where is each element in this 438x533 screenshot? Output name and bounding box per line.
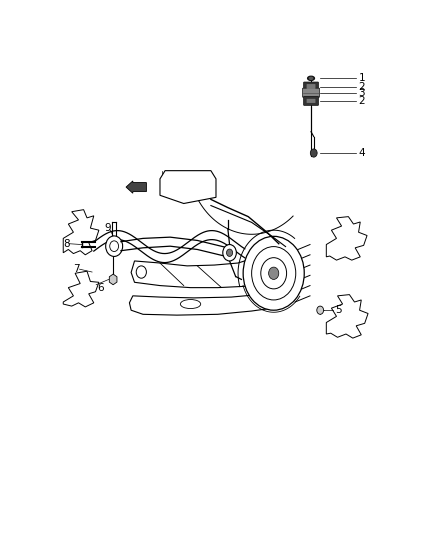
Circle shape xyxy=(223,245,237,261)
FancyBboxPatch shape xyxy=(303,88,320,97)
Text: 2: 2 xyxy=(359,96,365,106)
Circle shape xyxy=(311,149,317,157)
Text: 2: 2 xyxy=(359,82,365,92)
Circle shape xyxy=(106,236,123,256)
Text: 9: 9 xyxy=(104,223,111,233)
Polygon shape xyxy=(326,295,368,338)
Polygon shape xyxy=(63,271,99,307)
Text: 5: 5 xyxy=(335,305,342,315)
Polygon shape xyxy=(131,255,282,288)
Polygon shape xyxy=(63,209,99,255)
Circle shape xyxy=(317,306,324,314)
Text: 3: 3 xyxy=(359,88,365,98)
FancyBboxPatch shape xyxy=(304,96,318,106)
Text: 8: 8 xyxy=(63,239,70,249)
Circle shape xyxy=(261,257,286,289)
Polygon shape xyxy=(160,171,216,204)
FancyBboxPatch shape xyxy=(304,82,318,91)
Circle shape xyxy=(251,247,296,300)
Circle shape xyxy=(243,236,304,310)
Polygon shape xyxy=(130,292,279,315)
Text: 4: 4 xyxy=(359,148,365,158)
Circle shape xyxy=(110,241,119,252)
Circle shape xyxy=(136,266,146,278)
FancyBboxPatch shape xyxy=(307,99,315,103)
FancyBboxPatch shape xyxy=(307,84,315,89)
Ellipse shape xyxy=(180,300,201,309)
Circle shape xyxy=(268,267,279,279)
Text: 6: 6 xyxy=(97,282,104,293)
Ellipse shape xyxy=(307,76,314,80)
FancyArrow shape xyxy=(126,181,146,193)
Polygon shape xyxy=(326,216,367,260)
Circle shape xyxy=(226,249,233,256)
Ellipse shape xyxy=(309,77,313,79)
Text: 7: 7 xyxy=(74,264,80,274)
Text: 1: 1 xyxy=(359,74,365,83)
